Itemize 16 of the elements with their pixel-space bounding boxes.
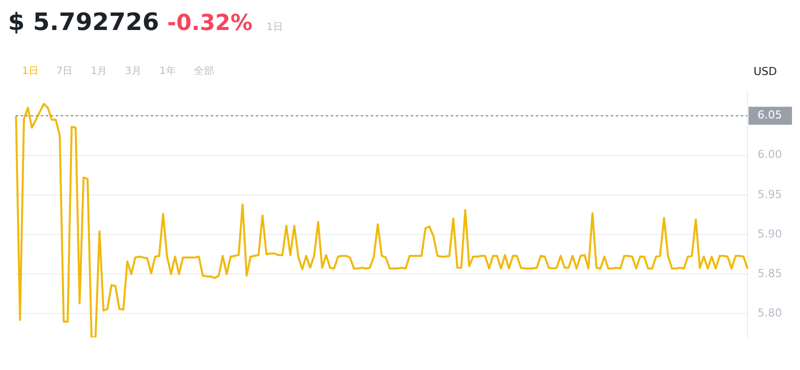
text: 1月	[90, 65, 108, 78]
chart-subtitle: -0.32%	[167, 11, 253, 36]
y-tick-label: 5.90	[758, 227, 782, 240]
y-tick-label: 5.95	[758, 188, 782, 201]
text: 3月	[125, 65, 142, 78]
text: 1年	[160, 65, 176, 78]
chart-title: $ 5.792726	[8, 8, 160, 36]
text: 7日	[56, 65, 73, 78]
y-tick-label: 5.80	[758, 306, 782, 320]
y-axis-title: USD	[754, 64, 778, 78]
text: 全部	[194, 64, 214, 78]
text: 1日	[22, 65, 38, 78]
ref-line-label: 6.05	[758, 108, 782, 122]
y-tick-label: 6.00	[758, 148, 782, 162]
text: 1日	[266, 21, 283, 34]
y-tick-label: 5.85	[758, 266, 782, 280]
